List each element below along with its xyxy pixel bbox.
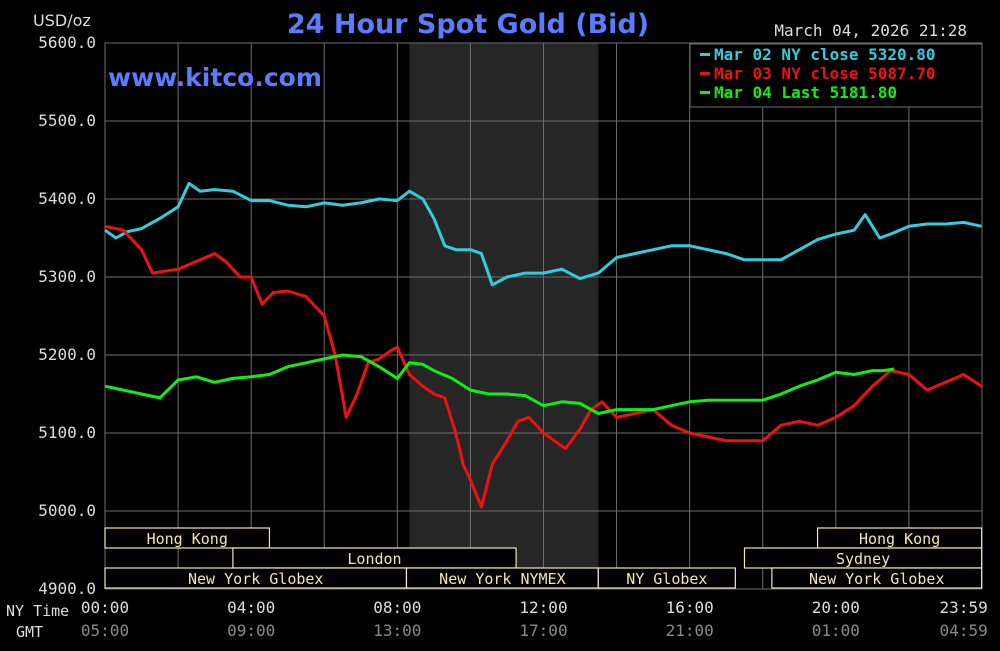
x-tick-label-gmt: 04:59 bbox=[940, 621, 988, 640]
session-label: London bbox=[347, 550, 401, 568]
x-tick-label-gmt: 05:00 bbox=[81, 621, 129, 640]
legend-item-mar02: Mar 02 NY close 5320.80 bbox=[714, 45, 936, 64]
x-tick-label-ny: 20:00 bbox=[812, 598, 860, 617]
y-tick-label: 5600.0 bbox=[38, 33, 96, 52]
x-tick-label-ny: 00:00 bbox=[81, 598, 129, 617]
y-tick-labels: 5600.0 5500.0 5400.0 5300.0 5200.0 5100.0 5000… bbox=[38, 33, 96, 598]
y-tick-label: 4900.0 bbox=[38, 579, 96, 598]
series-lines bbox=[104, 181, 983, 509]
session-box bbox=[104, 527, 271, 549]
legend-swatch-mar04 bbox=[700, 91, 710, 94]
series-mar02-line bbox=[104, 181, 982, 287]
x-tick-label-ny: 04:00 bbox=[227, 598, 275, 617]
y-tick-label: 5300.0 bbox=[38, 267, 96, 286]
watermark: www.kitco.com bbox=[108, 63, 322, 92]
session-box bbox=[597, 567, 736, 589]
y-tick-label: 5200.0 bbox=[38, 345, 96, 364]
x-tick-label-gmt: 01:00 bbox=[812, 621, 860, 640]
legend: Mar 02 NY close 5320.80 Mar 03 NY close … bbox=[689, 43, 983, 108]
session-label: New York Globex bbox=[188, 570, 323, 588]
y-tick-label: 5500.0 bbox=[38, 111, 96, 130]
timestamp: March 04, 2026 21:28 bbox=[774, 21, 967, 40]
x-tick-label-ny: 12:00 bbox=[519, 598, 567, 617]
series-mar03-line bbox=[104, 224, 983, 509]
session-box bbox=[771, 567, 983, 589]
grid-lines bbox=[104, 42, 983, 590]
x-tick-label-gmt: 13:00 bbox=[373, 621, 421, 640]
x-tick-label-ny: 23:59 bbox=[940, 598, 988, 617]
y-tick-label: 5100.0 bbox=[38, 423, 96, 442]
session-label: New York Globex bbox=[809, 570, 944, 588]
plot-frame bbox=[104, 42, 983, 590]
y-tick-label: 5400.0 bbox=[38, 189, 96, 208]
session-label: Sydney bbox=[836, 550, 890, 568]
ny-time-label: NY Time bbox=[6, 602, 69, 620]
session-label: Hong Kong bbox=[859, 530, 940, 548]
legend-item-mar03: Mar 03 NY close 5087.70 bbox=[714, 64, 936, 83]
session-label: Hong Kong bbox=[147, 530, 228, 548]
y-tick-label: 5000.0 bbox=[38, 501, 96, 520]
legend-swatch-mar02 bbox=[700, 53, 710, 56]
gmt-label: GMT bbox=[16, 623, 43, 641]
active-session-band bbox=[409, 43, 599, 589]
legend-box bbox=[689, 43, 983, 108]
chart-title: 24 Hour Spot Gold (Bid) bbox=[287, 9, 649, 40]
legend-swatch-mar03 bbox=[700, 72, 710, 75]
x-tick-label-gmt: 17:00 bbox=[519, 621, 567, 640]
session-boxes: Hong Kong London New York Globex New York N… bbox=[104, 527, 983, 589]
x-tick-label-gmt: 21:00 bbox=[666, 621, 714, 640]
session-label: NY Globex bbox=[626, 570, 707, 588]
x-tick-label-gmt: 09:00 bbox=[227, 621, 275, 640]
x-tick-label-ny: 08:00 bbox=[373, 598, 421, 617]
unit-label: USD/oz bbox=[33, 11, 91, 30]
session-label: New York NYMEX bbox=[439, 570, 565, 588]
series-mar04-line bbox=[104, 353, 895, 415]
x-tick-labels: 00:00 04:00 08:00 12:00 16:00 20:00 23:59 05:00… bbox=[81, 598, 988, 640]
x-tick-label-ny: 16:00 bbox=[666, 598, 714, 617]
legend-item-mar04: Mar 04 Last 5181.80 bbox=[714, 83, 897, 102]
